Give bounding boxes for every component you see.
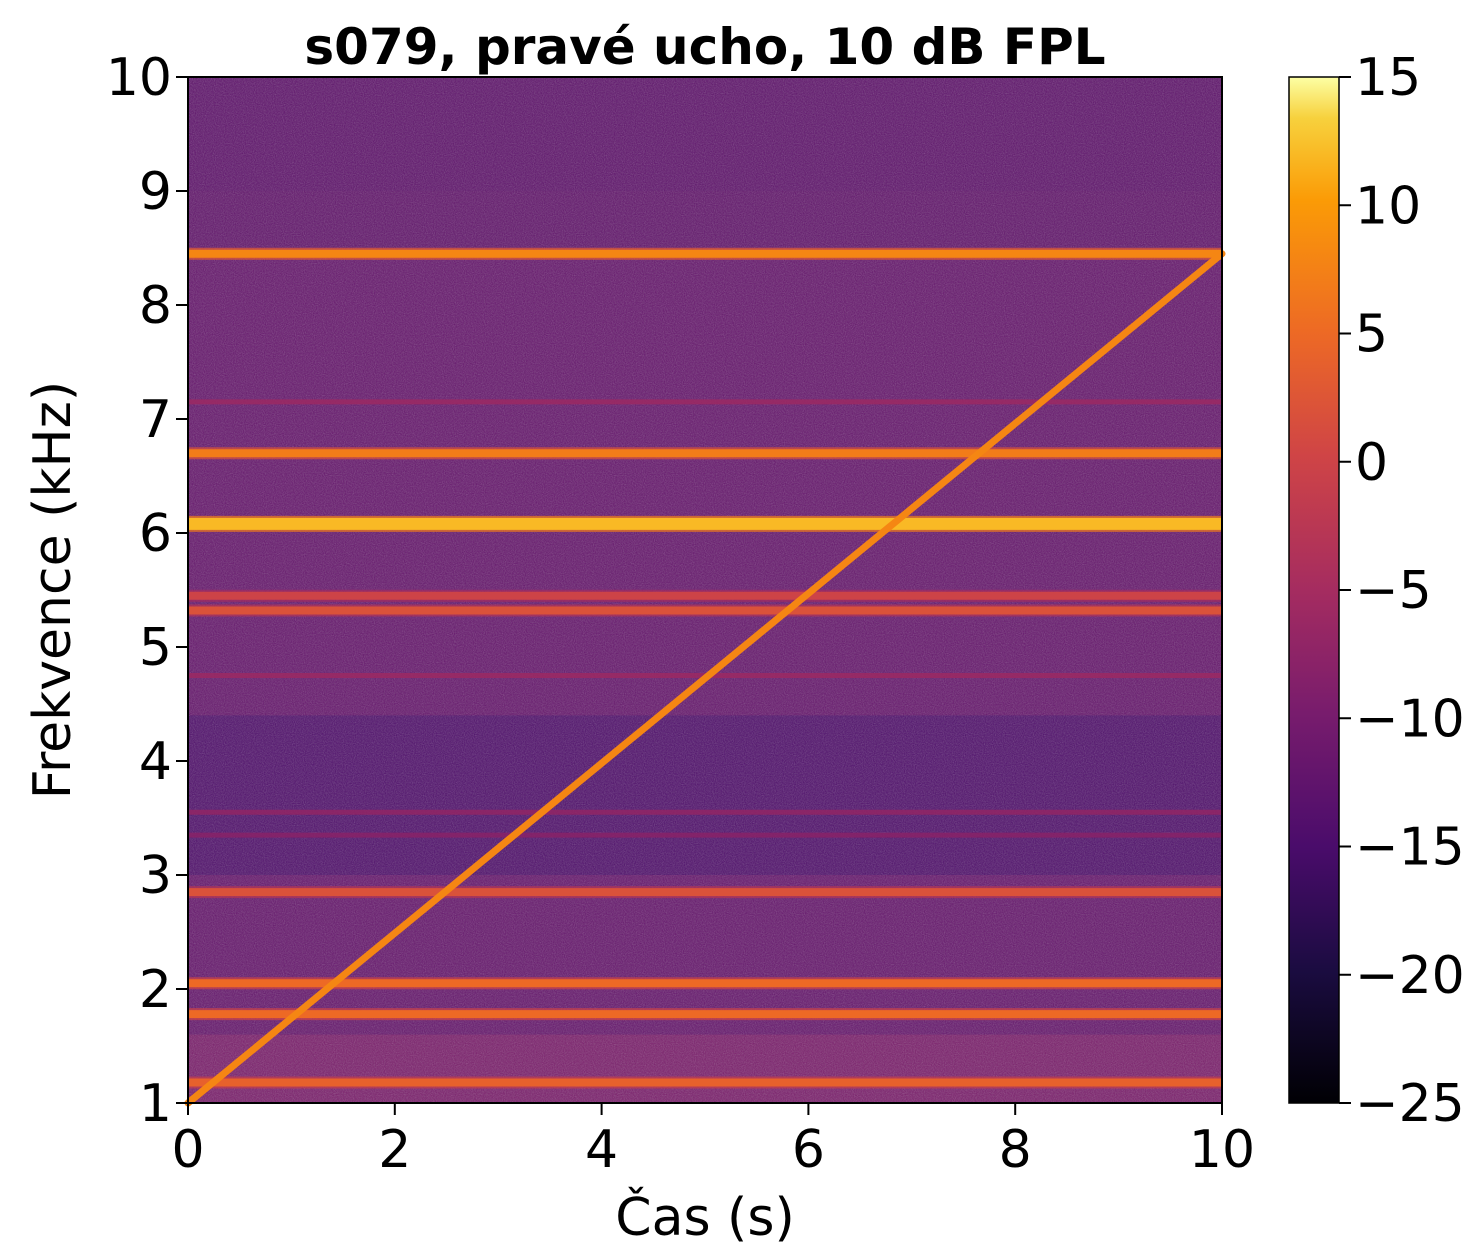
colorbar-tick-label: −10 — [1355, 689, 1465, 749]
colorbar-tick-label: −20 — [1355, 946, 1465, 1006]
y-tick-label: 10 — [106, 48, 172, 108]
y-axis-ticks: 1 2 3 4 5 6 7 8 9 10 — [106, 48, 188, 1134]
y-tick-label: 5 — [139, 618, 172, 678]
y-tick-label: 7 — [139, 390, 172, 450]
x-axis-ticks: 0 2 4 6 8 10 — [171, 1103, 1255, 1180]
y-tick-label: 3 — [139, 846, 172, 906]
x-tick-label: 6 — [792, 1120, 825, 1180]
colorbar-tick-label: 5 — [1355, 305, 1388, 365]
y-tick-label: 2 — [139, 960, 172, 1020]
y-tick-label: 4 — [139, 732, 172, 792]
y-tick-label: 6 — [139, 504, 172, 564]
colorbar-ticks: 15 10 5 0 −5 −10 −15 −20 −25 — [1339, 48, 1465, 1134]
colorbar-tick-label: −15 — [1355, 818, 1465, 878]
y-tick-label: 9 — [139, 162, 172, 222]
colorbar-gradient — [1288, 76, 1340, 1104]
plot-frame — [187, 76, 1223, 1104]
y-tick-label: 1 — [139, 1074, 172, 1134]
sweep-line — [184, 250, 1226, 1107]
x-tick-label: 8 — [999, 1120, 1032, 1180]
spectral-lines — [188, 247, 1222, 1089]
colorbar-tick-label: 10 — [1355, 176, 1421, 236]
x-axis-label: Čas (s) — [615, 1186, 794, 1248]
x-tick-label: 0 — [171, 1120, 204, 1180]
colorbar-tick-label: −5 — [1355, 561, 1432, 621]
x-tick-label: 2 — [378, 1120, 411, 1180]
chart-title: s079, pravé ucho, 10 dB FPL — [304, 18, 1105, 76]
colorbar: 15 10 5 0 −5 −10 −15 −20 −25 — [1288, 48, 1465, 1134]
x-tick-label: 4 — [585, 1120, 618, 1180]
colorbar-tick-label: 15 — [1355, 48, 1421, 108]
y-axis-label: Frekvence (kHz) — [23, 381, 83, 799]
plot-area — [184, 76, 1226, 1107]
y-tick-label: 8 — [139, 276, 172, 336]
colorbar-tick-label: −25 — [1355, 1074, 1465, 1134]
x-tick-label: 10 — [1189, 1120, 1255, 1180]
colorbar-tick-label: 0 — [1355, 433, 1388, 493]
